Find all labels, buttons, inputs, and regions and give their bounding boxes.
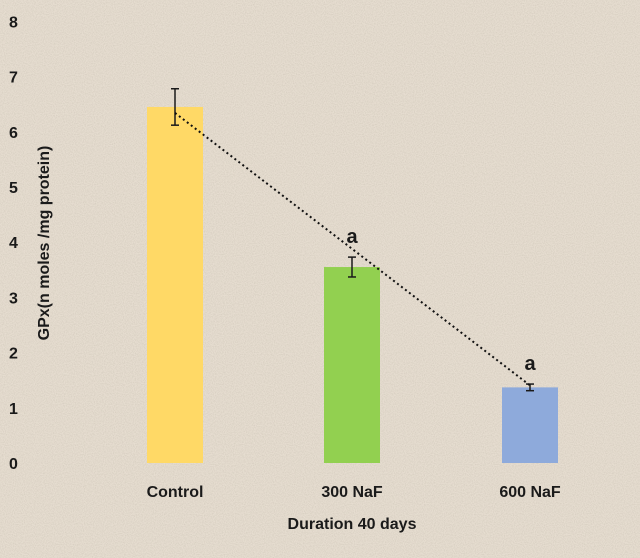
y-axis-title: GPx(n moles /mg protein) <box>36 146 53 341</box>
bar <box>324 267 380 463</box>
error-bar <box>171 87 179 126</box>
category-label: 300 NaF <box>321 484 383 501</box>
y-axis-ticks: 0 1 2 3 4 5 6 7 8 <box>9 14 18 473</box>
error-bar <box>348 256 356 278</box>
category-labels-group: Control 300 NaF 600 NaF <box>147 484 561 501</box>
bars-group <box>147 106 558 464</box>
significance-labels-group: aa <box>346 226 536 375</box>
significance-label: a <box>524 353 536 375</box>
y-tick-label: 8 <box>9 14 18 31</box>
error-bar <box>526 383 534 392</box>
y-tick-label: 3 <box>9 290 18 307</box>
category-label: 600 NaF <box>499 484 561 501</box>
category-label: Control <box>147 484 204 501</box>
y-tick-label: 7 <box>9 70 18 87</box>
y-tick-label: 1 <box>9 401 18 418</box>
error-bars-group <box>171 87 534 392</box>
y-tick-label: 5 <box>9 180 18 197</box>
y-tick-label: 0 <box>9 456 18 473</box>
significance-label: a <box>346 226 358 248</box>
bar <box>502 387 558 463</box>
y-tick-label: 4 <box>9 235 18 252</box>
bar <box>147 106 203 464</box>
y-tick-label: 2 <box>9 346 18 363</box>
y-tick-label: 6 <box>9 125 18 142</box>
x-axis-title: Duration 40 days <box>288 516 417 533</box>
